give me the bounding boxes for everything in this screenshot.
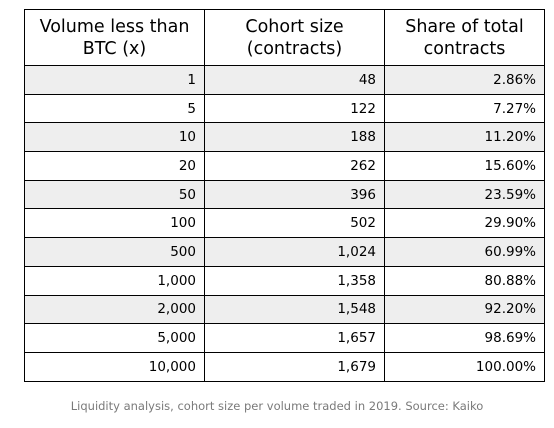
cell-cohort-size: 396: [204, 179, 385, 210]
cell-cohort-size: 502: [204, 208, 385, 239]
cell-share: 11.20%: [384, 122, 545, 153]
table-row: 1,000 1,358 80.88%: [24, 265, 545, 296]
table-row: 2,000 1,548 92.20%: [24, 294, 545, 325]
header-cohort-size: Cohort size (contracts): [204, 9, 385, 66]
cell-cohort-size: 1,358: [204, 265, 385, 296]
cell-volume: 500: [24, 237, 205, 267]
cell-cohort-size: 188: [204, 122, 385, 153]
cell-share: 15.60%: [384, 151, 545, 181]
cell-share: 29.90%: [384, 208, 545, 239]
table-row: 10 188 11.20%: [24, 122, 545, 153]
cell-share: 7.27%: [384, 93, 545, 124]
cell-cohort-size: 1,657: [204, 323, 385, 353]
table-header: Volume less than BTC (x) Cohort size (co…: [24, 9, 545, 66]
header-row: Volume less than BTC (x) Cohort size (co…: [24, 9, 545, 66]
header-share-line1: Share of total: [405, 16, 524, 37]
cell-volume: 5,000: [24, 323, 205, 353]
cell-cohort-size: 1,679: [204, 351, 385, 382]
cell-share: 60.99%: [384, 237, 545, 267]
cell-volume: 1: [24, 65, 205, 95]
cell-volume: 10,000: [24, 351, 205, 382]
table-row: 500 1,024 60.99%: [24, 237, 545, 267]
table-row: 5 122 7.27%: [24, 93, 545, 124]
cell-share: 100.00%: [384, 351, 545, 382]
header-share-line2: contracts: [423, 38, 506, 59]
cell-cohort-size: 1,024: [204, 237, 385, 267]
cell-share: 98.69%: [384, 323, 545, 353]
cell-volume: 1,000: [24, 265, 205, 296]
cell-cohort-size: 1,548: [204, 294, 385, 325]
table-body: 1 48 2.86% 5 122 7.27% 10 188 11.20% 20 …: [24, 65, 545, 382]
table-row: 100 502 29.90%: [24, 208, 545, 239]
cohort-table: Volume less than BTC (x) Cohort size (co…: [24, 9, 545, 382]
cell-volume: 2,000: [24, 294, 205, 325]
cell-volume: 10: [24, 122, 205, 153]
table-row: 1 48 2.86%: [24, 65, 545, 95]
header-share: Share of total contracts: [384, 9, 545, 66]
table-row: 20 262 15.60%: [24, 151, 545, 181]
cell-share: 80.88%: [384, 265, 545, 296]
cell-share: 2.86%: [384, 65, 545, 95]
header-cohort-line1: Cohort size: [245, 16, 344, 37]
cell-cohort-size: 48: [204, 65, 385, 95]
cell-share: 92.20%: [384, 294, 545, 325]
cell-cohort-size: 122: [204, 93, 385, 124]
cell-volume: 100: [24, 208, 205, 239]
cell-cohort-size: 262: [204, 151, 385, 181]
table-row: 10,000 1,679 100.00%: [24, 351, 545, 382]
header-cohort-line2: (contracts): [246, 38, 343, 59]
table-row: 50 396 23.59%: [24, 179, 545, 210]
cell-volume: 5: [24, 93, 205, 124]
cell-volume: 50: [24, 179, 205, 210]
data-table-container: Volume less than BTC (x) Cohort size (co…: [24, 9, 545, 382]
cell-share: 23.59%: [384, 179, 545, 210]
header-volume-line1: Volume less than: [39, 16, 190, 37]
header-volume-line2: BTC (x): [82, 38, 147, 59]
header-volume: Volume less than BTC (x): [24, 9, 205, 66]
cell-volume: 20: [24, 151, 205, 181]
figure-caption: Liquidity analysis, cohort size per volu…: [70, 399, 484, 413]
table-row: 5,000 1,657 98.69%: [24, 323, 545, 353]
